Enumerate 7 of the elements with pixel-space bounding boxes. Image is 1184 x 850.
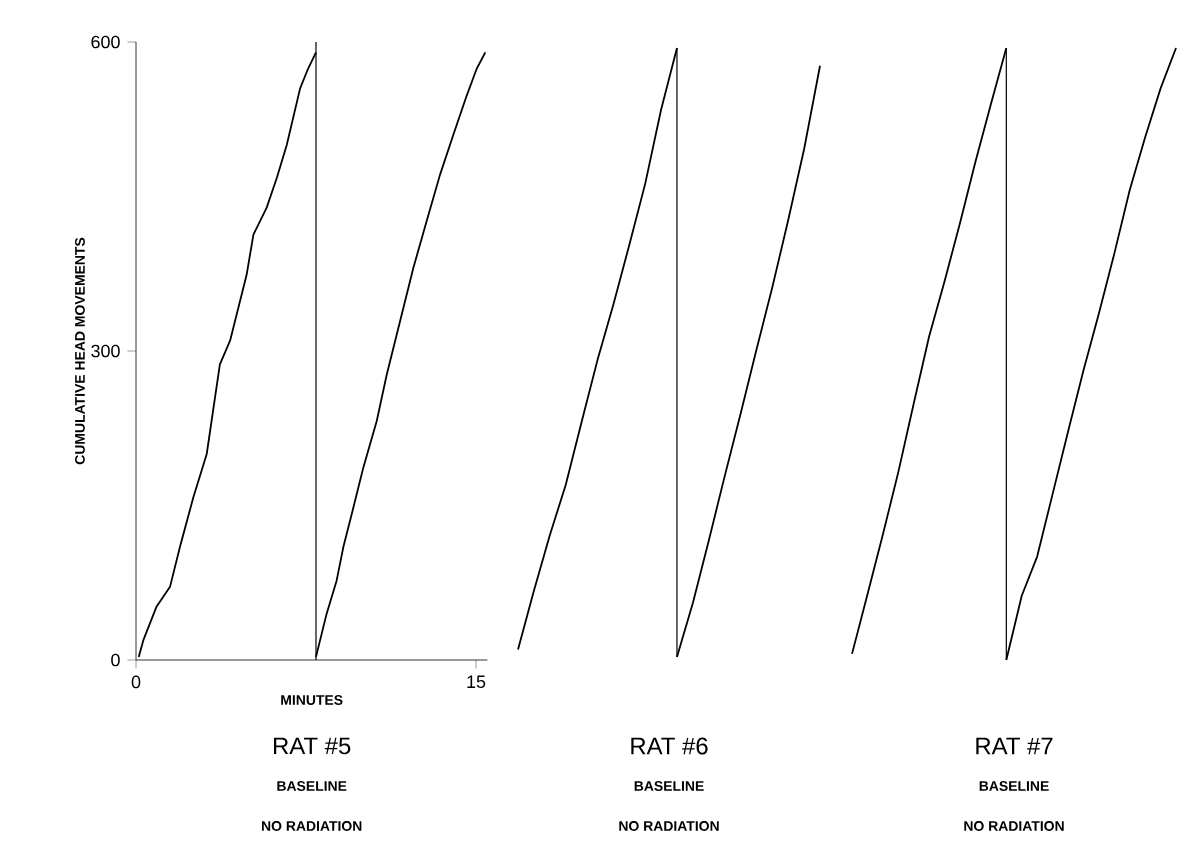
- text: RAT #6: [631, 737, 708, 755]
- y-tick-label: 300: [91, 344, 120, 358]
- text: RAT #5: [274, 737, 351, 755]
- text: RAT #7: [976, 737, 1053, 755]
- x-tick-label: 15: [467, 675, 486, 689]
- y-tick-label: 600: [91, 35, 120, 49]
- y-tick-label: 0: [111, 653, 120, 667]
